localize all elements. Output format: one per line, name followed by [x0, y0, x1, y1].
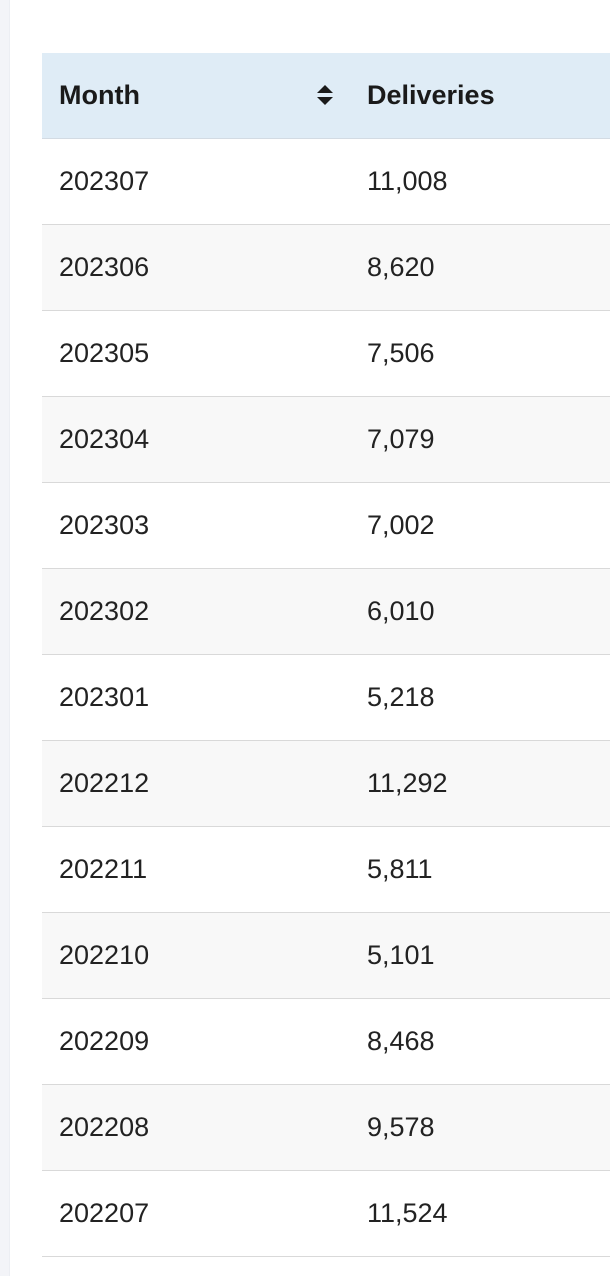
- table-row: 202210 5,101: [42, 912, 610, 999]
- cell-month: 202301: [42, 654, 350, 741]
- sort-both-icon[interactable]: [316, 82, 334, 108]
- cell-month: 202306: [42, 224, 350, 311]
- cell-month: 202207: [42, 1170, 350, 1257]
- column-header-label: Month: [59, 79, 140, 110]
- cell-deliveries: 5,101: [350, 912, 610, 999]
- cell-month: 202303: [42, 482, 350, 569]
- cell-month: 202211: [42, 826, 350, 913]
- table-row: 202211 5,811: [42, 826, 610, 913]
- cell-deliveries: 7,002: [350, 482, 610, 569]
- left-rail: [0, 0, 10, 1276]
- cell-deliveries: 5,218: [350, 654, 610, 741]
- cell-deliveries: 6,010: [350, 568, 610, 655]
- cell-month: 202208: [42, 1084, 350, 1171]
- deliveries-table-container: Month Deliveries 202307 11,008 202306 8,620…: [42, 53, 610, 1257]
- header-row: Month Deliveries: [42, 53, 610, 139]
- table-row: 202303 7,002: [42, 482, 610, 569]
- deliveries-table: Month Deliveries 202307 11,008 202306 8,620…: [42, 53, 610, 1257]
- table-row: 202305 7,506: [42, 310, 610, 397]
- cell-deliveries: 7,079: [350, 396, 610, 483]
- column-header-label: Deliveries: [367, 79, 495, 110]
- cell-month: 202210: [42, 912, 350, 999]
- cell-deliveries: 11,292: [350, 740, 610, 827]
- cell-deliveries: 8,620: [350, 224, 610, 311]
- table-row: 202306 8,620: [42, 224, 610, 311]
- cell-month: 202212: [42, 740, 350, 827]
- table-row: 202304 7,079: [42, 396, 610, 483]
- table-header: Month Deliveries: [42, 53, 610, 139]
- cell-deliveries: 7,506: [350, 310, 610, 397]
- column-header-month[interactable]: Month: [42, 53, 350, 139]
- cell-month: 202304: [42, 396, 350, 483]
- table-row: 202207 11,524: [42, 1170, 610, 1257]
- table-row: 202208 9,578: [42, 1084, 610, 1171]
- cell-month: 202302: [42, 568, 350, 655]
- table-row: 202209 8,468: [42, 998, 610, 1085]
- table-row: 202301 5,218: [42, 654, 610, 741]
- column-header-deliveries: Deliveries: [350, 53, 610, 139]
- cell-deliveries: 11,524: [350, 1170, 610, 1257]
- cell-deliveries: 11,008: [350, 138, 610, 225]
- table-row: 202307 11,008: [42, 138, 610, 225]
- cell-deliveries: 9,578: [350, 1084, 610, 1171]
- cell-month: 202307: [42, 138, 350, 225]
- cell-deliveries: 5,811: [350, 826, 610, 913]
- table-row: 202302 6,010: [42, 568, 610, 655]
- cell-month: 202209: [42, 998, 350, 1085]
- table-row: 202212 11,292: [42, 740, 610, 827]
- cell-month: 202305: [42, 310, 350, 397]
- table-body: 202307 11,008 202306 8,620 202305 7,506 202304…: [42, 138, 610, 1257]
- cell-deliveries: 8,468: [350, 998, 610, 1085]
